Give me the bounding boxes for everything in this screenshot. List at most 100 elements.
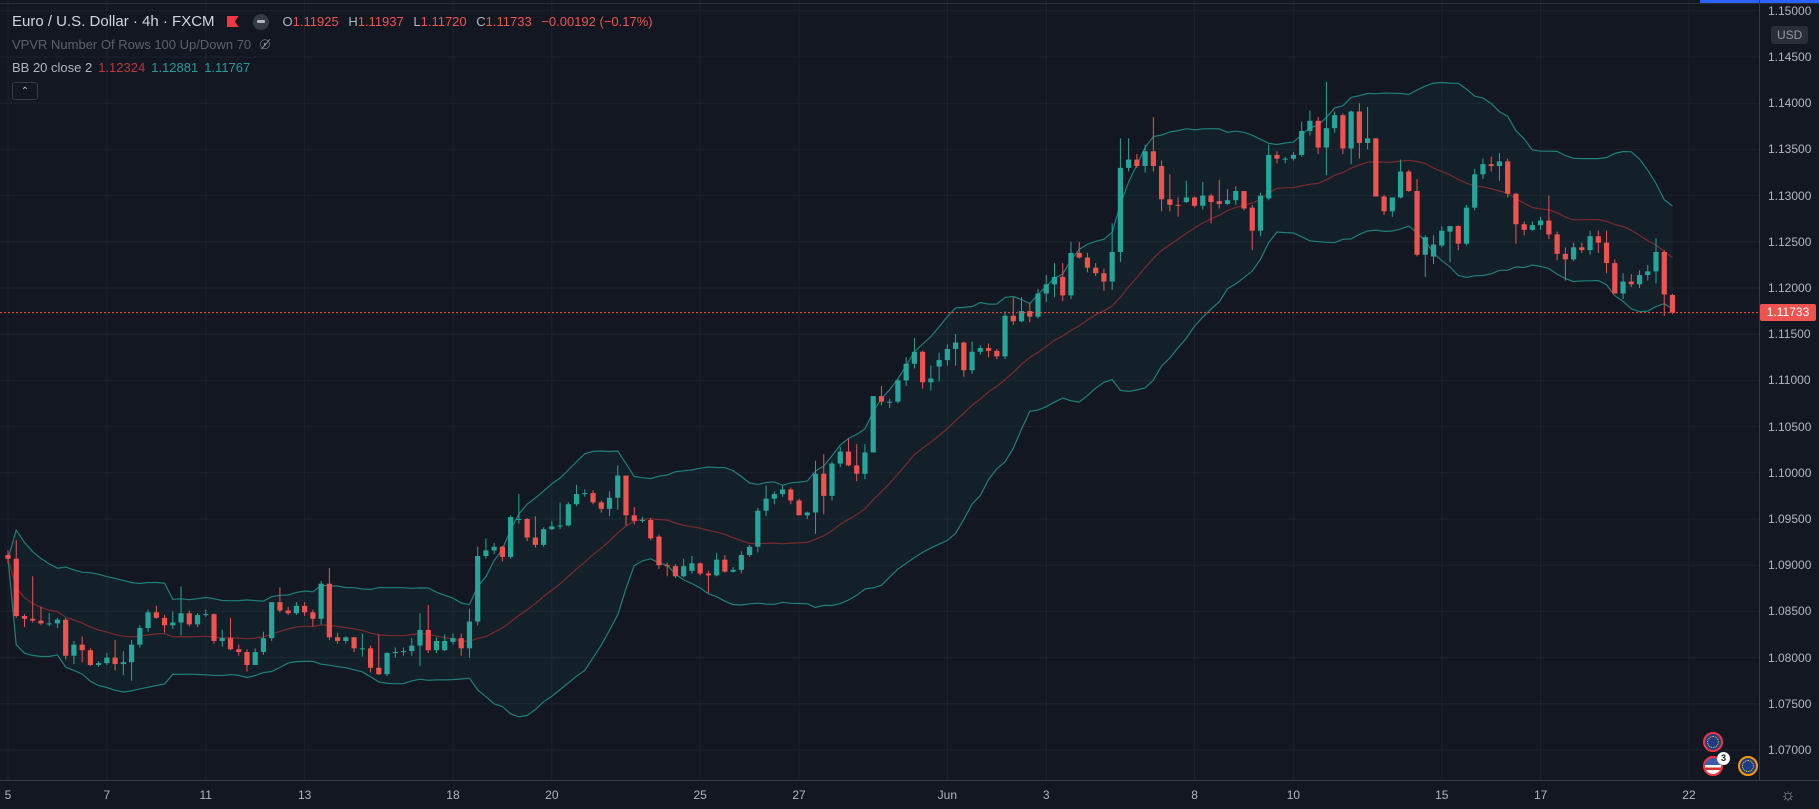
candle[interactable] bbox=[351, 637, 357, 653]
candle[interactable] bbox=[1661, 250, 1667, 316]
candle[interactable] bbox=[252, 648, 258, 665]
candle[interactable] bbox=[1587, 230, 1593, 255]
candle[interactable] bbox=[870, 396, 876, 453]
candle[interactable] bbox=[1381, 194, 1387, 216]
candle[interactable] bbox=[763, 485, 769, 517]
candle[interactable] bbox=[96, 661, 102, 667]
candle[interactable] bbox=[269, 602, 275, 641]
candle[interactable] bbox=[639, 517, 646, 523]
candle[interactable] bbox=[475, 546, 481, 626]
candle[interactable] bbox=[985, 343, 992, 358]
candle[interactable] bbox=[1233, 186, 1239, 205]
candle[interactable] bbox=[1430, 235, 1437, 264]
candle[interactable] bbox=[277, 587, 283, 613]
eu-flag-icon[interactable] bbox=[1738, 756, 1758, 776]
candle[interactable] bbox=[845, 438, 852, 467]
candle[interactable] bbox=[1603, 230, 1610, 274]
candle[interactable] bbox=[1249, 204, 1255, 251]
candle[interactable] bbox=[87, 648, 93, 666]
candle[interactable] bbox=[318, 580, 324, 625]
candle[interactable] bbox=[491, 543, 497, 555]
candle[interactable] bbox=[46, 613, 52, 627]
candle[interactable] bbox=[161, 615, 168, 633]
candle[interactable] bbox=[1620, 273, 1626, 300]
candle[interactable] bbox=[1126, 138, 1132, 172]
candle[interactable] bbox=[862, 444, 868, 480]
bb-row[interactable]: BB 20 close 2 1.12324 1.12881 1.11767 bbox=[12, 56, 659, 79]
market-status-icon[interactable] bbox=[252, 13, 269, 30]
candle[interactable] bbox=[13, 540, 19, 618]
candle[interactable] bbox=[1472, 168, 1478, 211]
candle[interactable] bbox=[1060, 263, 1066, 301]
candle[interactable] bbox=[1150, 117, 1156, 172]
candle[interactable] bbox=[903, 357, 909, 386]
candle[interactable] bbox=[104, 652, 110, 665]
candle[interactable] bbox=[648, 518, 654, 541]
us-flag-icon[interactable]: 3 bbox=[1703, 752, 1730, 776]
candle[interactable] bbox=[1414, 178, 1420, 257]
candle[interactable] bbox=[1579, 242, 1585, 253]
candle[interactable] bbox=[367, 645, 374, 673]
candle[interactable] bbox=[1010, 297, 1016, 325]
candle[interactable] bbox=[21, 614, 28, 628]
bb-label[interactable]: BB 20 close 2 bbox=[12, 60, 93, 75]
candle[interactable] bbox=[30, 576, 36, 623]
candle[interactable] bbox=[1035, 288, 1041, 319]
candle[interactable] bbox=[755, 507, 761, 553]
candle[interactable] bbox=[804, 511, 810, 519]
candle[interactable] bbox=[532, 516, 538, 548]
candle[interactable] bbox=[1340, 113, 1346, 155]
candle[interactable] bbox=[1241, 190, 1247, 211]
candle[interactable] bbox=[920, 350, 926, 389]
candle[interactable] bbox=[1332, 111, 1338, 133]
vpvr-row[interactable]: VPVR Number Of Rows 100 Up/Down 70 ☉̸ bbox=[12, 33, 659, 56]
candle[interactable] bbox=[129, 640, 135, 681]
candle[interactable] bbox=[821, 454, 827, 515]
candle[interactable] bbox=[1167, 174, 1173, 212]
candle[interactable] bbox=[936, 352, 942, 382]
candle[interactable] bbox=[450, 633, 456, 645]
candle[interactable] bbox=[1529, 221, 1535, 231]
candle[interactable] bbox=[326, 567, 332, 641]
candle[interactable] bbox=[145, 609, 151, 632]
candle[interactable] bbox=[1373, 138, 1379, 197]
candle[interactable] bbox=[211, 613, 217, 644]
candle[interactable] bbox=[508, 515, 514, 559]
candle[interactable] bbox=[664, 562, 670, 577]
candle[interactable] bbox=[244, 649, 250, 672]
candle[interactable] bbox=[549, 520, 555, 531]
candle[interactable] bbox=[1257, 192, 1264, 237]
candle[interactable] bbox=[1142, 144, 1148, 173]
candle[interactable] bbox=[1538, 216, 1544, 230]
candle[interactable] bbox=[1389, 197, 1395, 217]
candle[interactable] bbox=[1447, 226, 1453, 263]
candle[interactable] bbox=[1290, 152, 1297, 161]
eu-flag-icon[interactable] bbox=[1703, 732, 1723, 752]
candle[interactable] bbox=[5, 550, 11, 564]
candle[interactable] bbox=[1612, 259, 1618, 294]
candle[interactable] bbox=[541, 527, 547, 547]
candle[interactable] bbox=[1365, 106, 1371, 150]
candle[interactable] bbox=[1480, 158, 1486, 179]
candle[interactable] bbox=[458, 633, 464, 656]
candle[interactable] bbox=[483, 538, 489, 559]
candle[interactable] bbox=[829, 461, 835, 501]
candle[interactable] bbox=[442, 634, 448, 652]
candle[interactable] bbox=[1455, 225, 1461, 251]
candle[interactable] bbox=[1224, 189, 1231, 205]
candle[interactable] bbox=[71, 640, 77, 665]
candle[interactable] bbox=[120, 651, 126, 676]
candle[interactable] bbox=[656, 534, 662, 569]
candle[interactable] bbox=[1134, 154, 1140, 168]
candle[interactable] bbox=[302, 602, 308, 617]
candle[interactable] bbox=[1183, 180, 1189, 203]
candle[interactable] bbox=[400, 647, 407, 656]
candle[interactable] bbox=[1109, 223, 1115, 290]
candle[interactable] bbox=[994, 348, 1000, 360]
candle[interactable] bbox=[524, 518, 530, 542]
candle[interactable] bbox=[705, 570, 711, 593]
candle[interactable] bbox=[236, 644, 242, 656]
candle[interactable] bbox=[79, 636, 85, 663]
candle[interactable] bbox=[1208, 193, 1214, 224]
candle[interactable] bbox=[1496, 153, 1503, 181]
